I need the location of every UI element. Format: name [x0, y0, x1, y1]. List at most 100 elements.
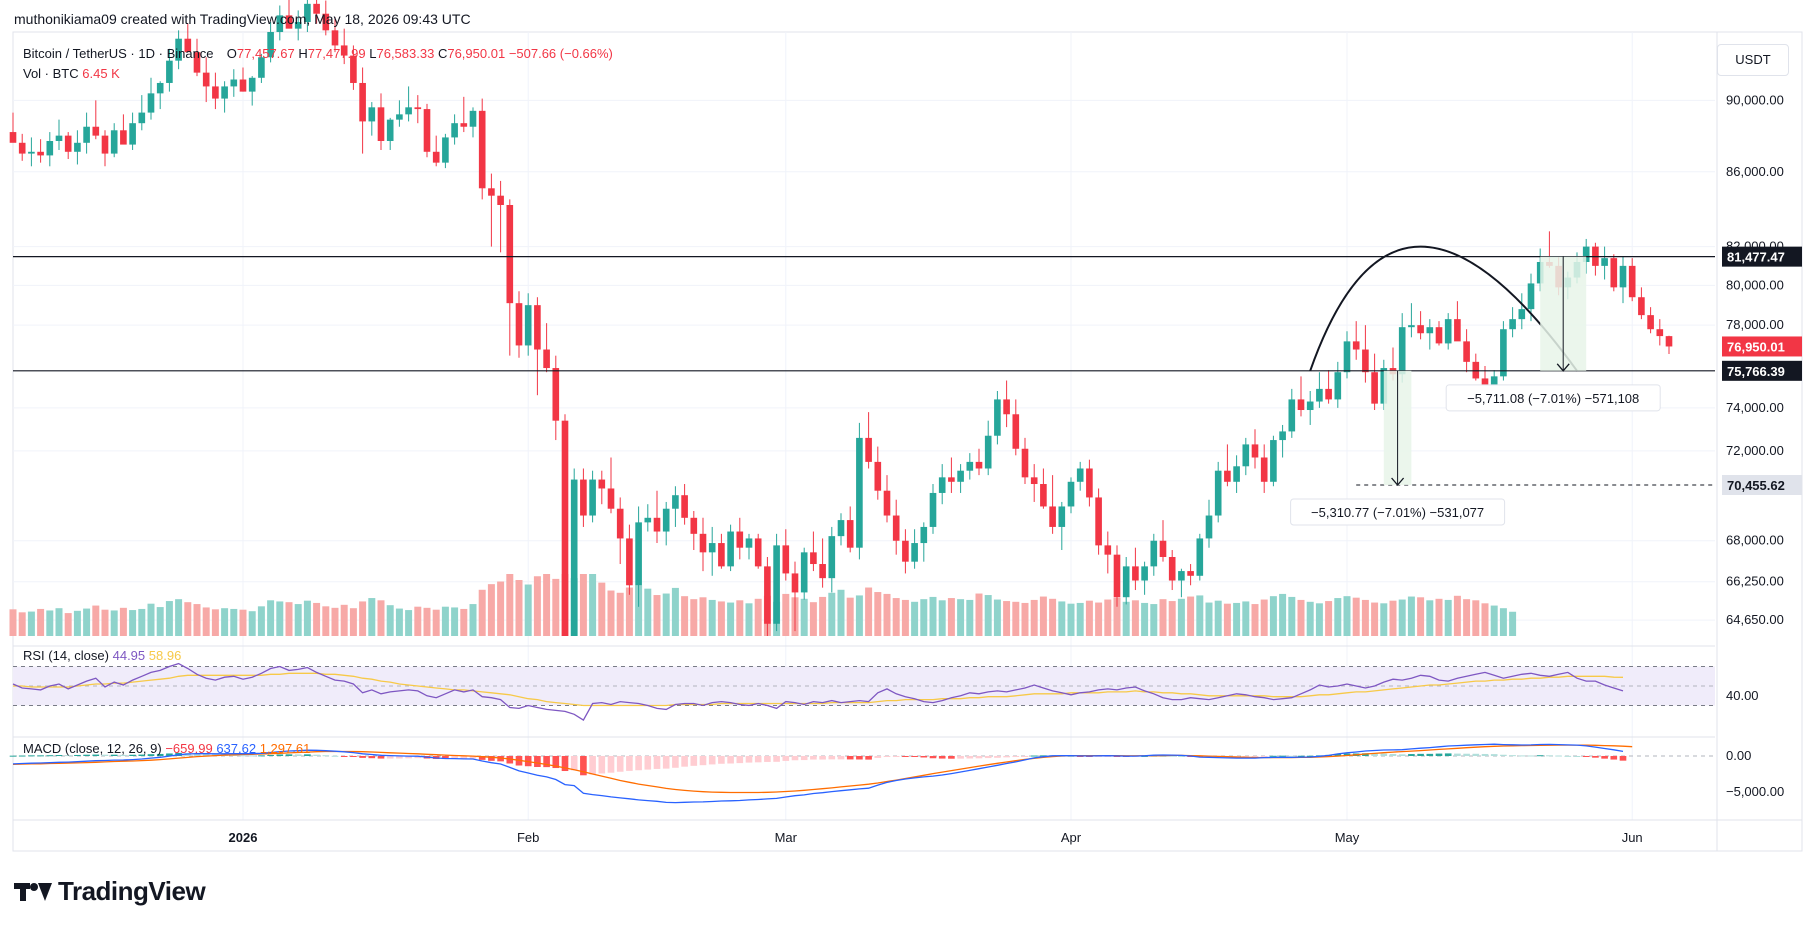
volume-bar: [515, 580, 523, 636]
macd-histogram-bar: [1095, 755, 1102, 757]
candle-body: [662, 508, 670, 532]
chart-border: [12, 31, 1803, 852]
volume-bar: [1279, 593, 1287, 636]
high-label: H: [298, 46, 308, 61]
macd-histogram-bar: [837, 755, 845, 760]
candle-body: [938, 477, 946, 493]
volume-bar: [248, 611, 256, 636]
volume-bar: [975, 593, 983, 636]
volume-legend: Vol · BTC 6.45 K: [23, 66, 120, 81]
candle-body: [984, 435, 992, 469]
volume-bar: [579, 574, 587, 636]
volume-bar: [64, 613, 72, 636]
macd-histogram-bar: [828, 755, 836, 760]
macd-histogram-bar: [1371, 753, 1378, 756]
candle-body: [920, 526, 928, 544]
created-text: created with TradingView.com,: [120, 11, 311, 27]
macd-label[interactable]: MACD (close, 12, 26, 9): [23, 741, 162, 756]
macd-histogram-bar: [1500, 754, 1507, 756]
open-value: 77,457.67: [236, 46, 295, 61]
candle-body: [1021, 448, 1029, 478]
macd-histogram-bar: [1426, 753, 1434, 756]
y-tick-label: 66,250.00: [1726, 574, 1784, 589]
macd-histogram-bar: [1168, 755, 1176, 757]
candle-body: [184, 38, 192, 53]
candle-body: [635, 522, 642, 586]
macd-histogram-bar: [377, 755, 385, 759]
macd-histogram-bar: [193, 753, 201, 756]
volume-bar: [175, 599, 183, 636]
candle-body: [239, 79, 247, 92]
macd-histogram-bar: [865, 755, 872, 760]
volume-label[interactable]: Vol · BTC: [23, 66, 79, 81]
y-tick-label: 90,000.00: [1726, 92, 1784, 107]
volume-bar: [1012, 601, 1020, 636]
volume-bar: [441, 606, 449, 636]
rounding-top-arc: [1309, 245, 1578, 372]
candle-body: [101, 135, 109, 154]
macd-histogram-bar: [1463, 753, 1470, 756]
macd-histogram-bar: [230, 754, 238, 756]
candle-body: [46, 141, 54, 156]
candle-body: [800, 552, 808, 593]
macd-histogram-bar: [754, 755, 762, 763]
candle-body: [515, 303, 523, 346]
volume-bar: [1417, 597, 1425, 636]
candle-body: [1647, 315, 1654, 330]
candle-body: [644, 517, 652, 523]
volume-bar: [359, 601, 367, 636]
volume-bar: [717, 601, 725, 636]
level-price-tag: [1722, 246, 1802, 267]
volume-bar: [239, 609, 247, 636]
candle-body: [331, 30, 339, 46]
brand-name: TradingView: [58, 876, 206, 906]
volume-bar: [294, 604, 302, 636]
volume-bar: [1297, 599, 1305, 636]
macd-histogram-bar: [55, 755, 63, 757]
candle-body: [1362, 349, 1369, 373]
volume-bar: [1499, 608, 1507, 636]
macd-histogram-bar: [1279, 755, 1286, 757]
macd-histogram-bar: [543, 755, 550, 768]
volume-bar: [202, 607, 210, 636]
rsi-label[interactable]: RSI (14, close): [23, 648, 109, 663]
macd-histogram-bar: [874, 755, 882, 758]
measure-arrow-head: [1556, 363, 1570, 372]
low-value: 76,583.33: [376, 46, 435, 61]
volume-bar: [349, 608, 357, 636]
macd-histogram-bar: [340, 755, 348, 757]
volume-bar: [1039, 596, 1047, 636]
chart-drawings: 81,477.47 75,766.39 70,455.62 76,950.01 −5,7…: [13, 245, 1802, 526]
candle-body: [1628, 265, 1636, 298]
volume-bar: [1104, 599, 1112, 636]
macd-histogram-bar: [1573, 755, 1581, 757]
volume-bar: [865, 587, 873, 636]
candle-body: [1260, 457, 1268, 482]
macd-histogram-bar: [110, 754, 118, 756]
candle-body: [1601, 258, 1608, 266]
candle-body: [377, 107, 385, 142]
candle-body: [230, 79, 238, 87]
currency-button[interactable]: USDT: [1717, 44, 1789, 76]
rsi-pane: [12, 645, 1715, 722]
candle-body: [1150, 540, 1158, 567]
macd-histogram-bar: [239, 755, 247, 757]
macd-histogram-bar: [662, 755, 670, 769]
change-value: −507.66 (−0.66%): [508, 46, 613, 61]
candle-body: [690, 517, 698, 534]
author-name[interactable]: muthonikiama09: [14, 11, 117, 27]
macd-histogram-bar: [1536, 755, 1544, 757]
candle-body: [1122, 566, 1130, 598]
macd-histogram-bar: [883, 755, 891, 757]
macd-histogram-bar: [101, 754, 109, 756]
grid-lines: [13, 32, 1715, 820]
interval-label[interactable]: 1D: [138, 46, 155, 61]
rsi-ma-line: [13, 672, 1624, 707]
candle-body: [221, 86, 228, 99]
candle-body: [1187, 571, 1194, 576]
y-tick-label: 68,000.00: [1726, 533, 1784, 548]
candle-body: [653, 517, 661, 532]
symbol-name[interactable]: Bitcoin / TetherUS: [23, 46, 127, 61]
candle-body: [810, 552, 817, 565]
